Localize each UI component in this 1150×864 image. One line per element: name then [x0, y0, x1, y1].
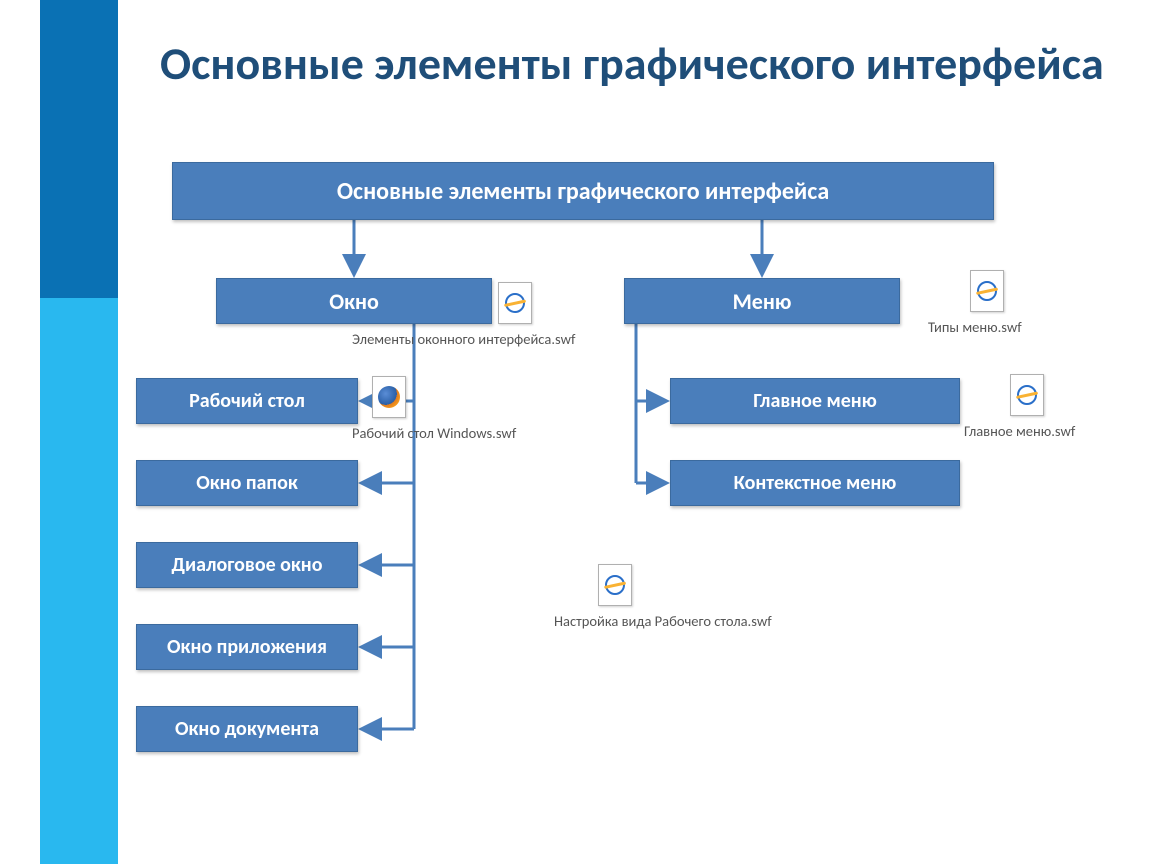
file-icon-desktop-settings[interactable] [598, 564, 632, 606]
node-okno: Окно [216, 278, 492, 324]
node-dialog-window: Диалоговое окно [136, 542, 358, 588]
file-icon-desktop[interactable] [372, 376, 406, 418]
node-menu: Меню [624, 278, 900, 324]
ie-icon [1010, 374, 1044, 416]
ie-icon [970, 270, 1004, 312]
file-icon-main-menu[interactable] [1010, 374, 1044, 416]
file-caption-window-elements: Элементы оконного интерфейса.swf [352, 330, 575, 348]
node-main-menu: Главное меню [670, 378, 960, 424]
ie-icon [498, 282, 532, 324]
node-context-menu: Контекстное меню [670, 460, 960, 506]
node-app-window: Окно приложения [136, 624, 358, 670]
node-desktop: Рабочий стол [136, 378, 358, 424]
file-caption-main-menu: Главное меню.swf [964, 422, 1075, 440]
sidebar-accent-light [40, 298, 118, 864]
file-icon-window-elements[interactable] [498, 282, 532, 324]
firefox-icon [372, 376, 406, 418]
sidebar-accent-dark [40, 0, 118, 298]
slide: Основные элементы графического интерфейс… [0, 0, 1150, 864]
file-caption-menu-types: Типы меню.swf [928, 318, 1022, 336]
node-root: Основные элементы графического интерфейс… [172, 162, 994, 220]
node-document-window: Окно документа [136, 706, 358, 752]
ie-icon [598, 564, 632, 606]
file-caption-desktop: Рабочий стол Windows.swf [352, 424, 516, 442]
slide-title: Основные элементы графического интерфейс… [160, 40, 1120, 90]
file-caption-desktop-settings: Настройка вида Рабочего стола.swf [554, 612, 772, 630]
node-folder-window: Окно папок [136, 460, 358, 506]
file-icon-menu-types[interactable] [970, 270, 1004, 312]
